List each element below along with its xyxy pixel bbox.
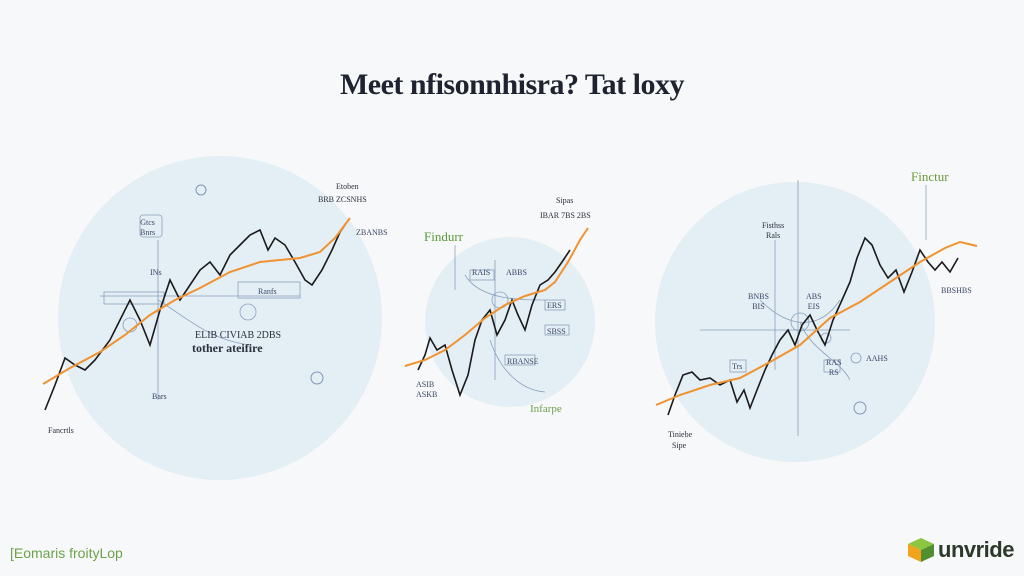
panel-1-label-box2: INs bbox=[150, 268, 162, 277]
panel-3-label-box1: Trs bbox=[732, 362, 743, 371]
panel-1-label-right: ZBANBS bbox=[356, 228, 388, 237]
page-title: Meet nfisonnhisra? Tat loxy bbox=[339, 68, 685, 101]
panel-1-label-top-b: BRB ZCSNHS bbox=[318, 195, 367, 204]
panel-2-backdrop-circle bbox=[425, 237, 595, 407]
panel-2-label-box1: RAIS bbox=[472, 268, 491, 277]
panel-1-backdrop-circle bbox=[58, 156, 382, 480]
panel-3-label-mid-a: BNBS BIS bbox=[748, 292, 769, 311]
panel-3-backdrop-circle bbox=[655, 182, 935, 462]
panel-1-label-mid-b: tother ateifire bbox=[192, 341, 263, 355]
panel-2-guides bbox=[454, 245, 570, 393]
panel-1-label-mid-a: ELIB CIVIAB 2DBS bbox=[195, 330, 282, 341]
panel-1-orange-line bbox=[42, 217, 351, 385]
panel-2-label-box2: ABBS bbox=[506, 268, 527, 277]
panel-1-label-bottom: Bars bbox=[152, 392, 167, 401]
panel-3-label-top-a: Fisthss Rals bbox=[762, 221, 785, 240]
panel-3-label-corner-a: Tiniebe bbox=[668, 430, 693, 439]
panel-3-heading: Finctur bbox=[911, 169, 949, 184]
panel-2-orange-line bbox=[404, 227, 589, 367]
panel-2-label-box3: ERS bbox=[547, 301, 562, 310]
panel-3-label-right: AAHS bbox=[866, 354, 888, 363]
panel-1-label-top-a: Etoben bbox=[336, 182, 359, 191]
panel-3-node bbox=[853, 401, 867, 415]
panel-3-label-corner-b: Sipe bbox=[672, 441, 687, 450]
panel-1-black-line bbox=[44, 224, 346, 411]
panel-1-label-box1: Gtcs Bnrs bbox=[140, 218, 156, 237]
panel-3-label-right2: BBSHBS bbox=[941, 286, 972, 295]
panel-2-label-box4: SBSS bbox=[547, 327, 566, 336]
panel-2-label-left2: ASKB bbox=[416, 390, 438, 399]
panel-2-label-bottom: Infarpe bbox=[530, 403, 562, 415]
panel-2-heading: Findurr bbox=[424, 229, 463, 244]
footer-caption: [Eomaris froityLop bbox=[10, 545, 123, 561]
panel-1-label-box3: Ranfs bbox=[258, 287, 277, 296]
panel-3-guides bbox=[700, 180, 927, 436]
panel-2-label-left: ASIB bbox=[416, 380, 435, 389]
panel-2-label-top-a: Sipas bbox=[556, 196, 574, 205]
panel-1-node bbox=[310, 371, 324, 385]
panel-1-node bbox=[195, 184, 207, 196]
panel-3-orange-line bbox=[655, 240, 978, 406]
brand-logo[interactable]: unvride bbox=[906, 536, 1014, 564]
panel-1-label-corner: Fancrtls bbox=[48, 426, 74, 435]
panel-3-label-box2: RAS RS bbox=[826, 358, 842, 377]
panel-2-black-line bbox=[417, 249, 571, 398]
panel-2-label-top-b: IBAR 7BS 2BS bbox=[540, 211, 591, 220]
brand-cube-icon bbox=[908, 538, 934, 562]
brand-name: unvride bbox=[938, 537, 1014, 562]
panel-3-black-line bbox=[667, 236, 959, 416]
panel-3-label-mid-b: ABS EIS bbox=[806, 292, 822, 311]
panel-2-label-box5: RBANSE bbox=[507, 357, 539, 366]
